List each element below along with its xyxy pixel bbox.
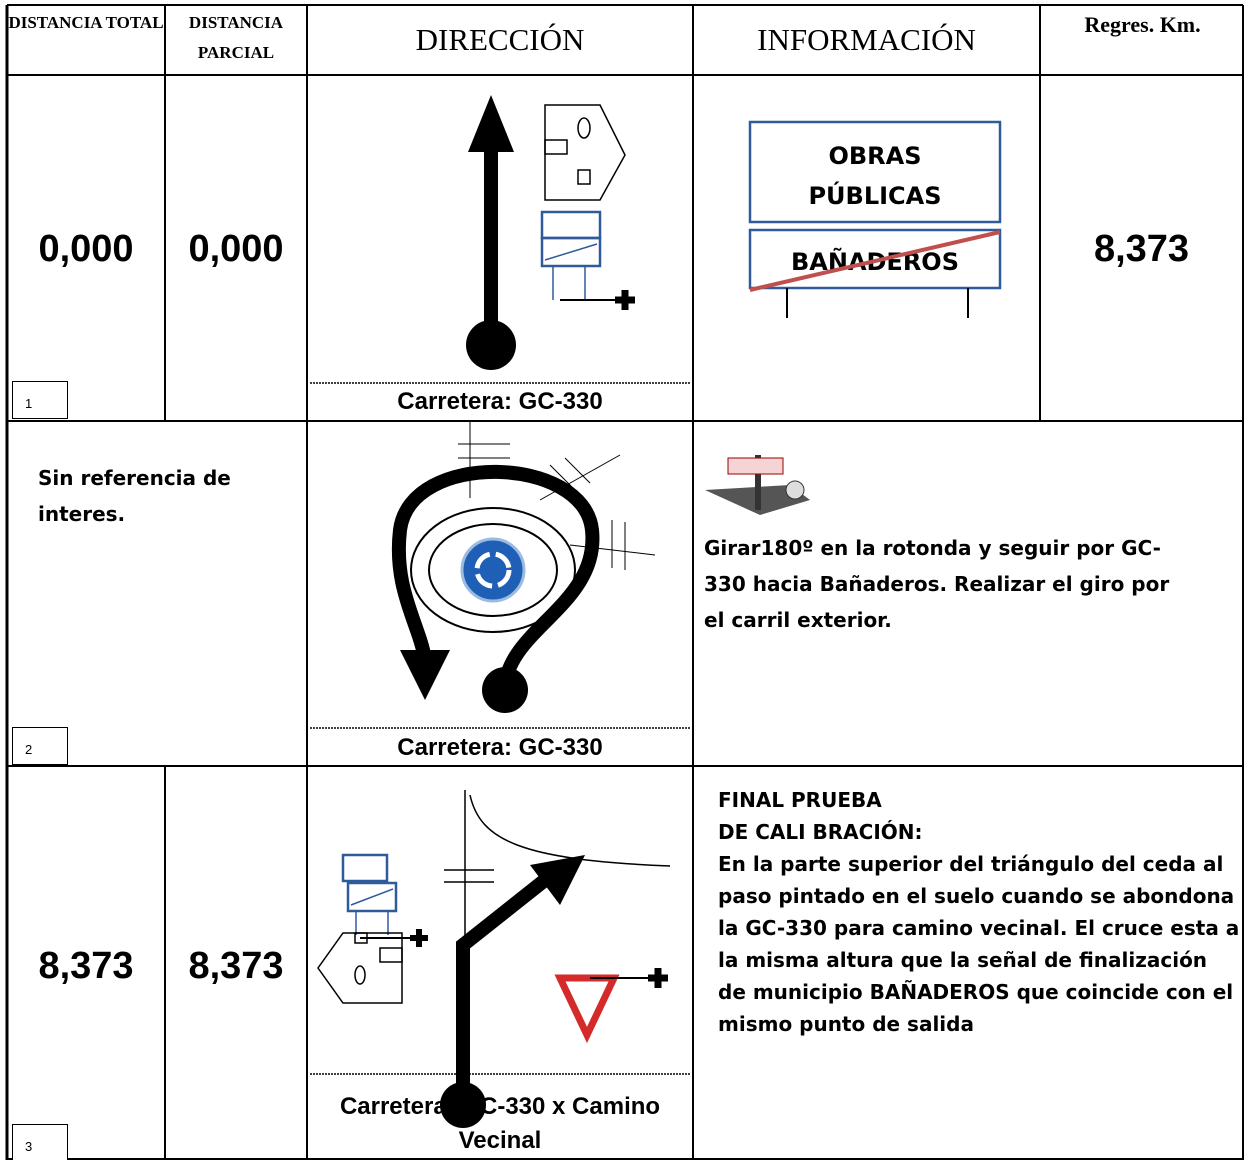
sign-icon: [341, 853, 398, 935]
start-dot: [482, 667, 528, 713]
building-icon: [544, 104, 626, 201]
header-cell: DISTANCIA PARCIAL: [188, 13, 284, 62]
row-number: 3: [12, 1124, 68, 1160]
pointer-cross: [648, 968, 668, 988]
roundabout: [410, 420, 656, 633]
sign-panel: [540, 210, 602, 240]
pointer-cross: [615, 290, 635, 310]
partial-distance: 8,373: [188, 945, 284, 987]
sign-icon: [540, 210, 602, 300]
sign-stroke: [544, 243, 598, 261]
header-cell: DISTANCIA TOTAL: [8, 13, 164, 32]
sign-panel: [540, 236, 602, 268]
building-part: [354, 965, 366, 985]
total-distance: 0,000: [38, 228, 134, 270]
note: Sin referencia de interes.: [38, 466, 231, 526]
arrow-head: [530, 855, 585, 905]
header-cell: INFORMACIÓN: [757, 22, 976, 57]
info-title: DE CALI BRACIÓN:: [718, 820, 923, 844]
straight-arrow: [466, 95, 516, 370]
info-block: FINAL PRUEBA DE CALI BRACIÓN: En la part…: [718, 784, 1240, 1040]
crossing: [444, 869, 494, 883]
ring: [410, 507, 576, 633]
building-part: [544, 139, 568, 155]
remaining-distance: 8,373: [1093, 228, 1190, 270]
start-dot: [466, 320, 516, 370]
road-label: Carretera: GC-330: [397, 734, 603, 761]
arrow-head: [468, 95, 514, 152]
sign-text: OBRAS PÚBLICAS: [750, 136, 1000, 216]
signpost-figure: [705, 455, 810, 515]
roundabout-arrows: [474, 551, 512, 589]
info-text: Girar180º en la rotonda y seguir por GC-…: [704, 536, 1170, 632]
row-number: 2: [12, 727, 68, 765]
partial-distance: 0,000: [188, 228, 284, 270]
road-label: Carretera: GC-330 x Camino Vecinal: [339, 1093, 661, 1154]
sign-line: OBRAS: [828, 142, 922, 170]
ring: [428, 523, 558, 617]
arrow-head: [400, 650, 450, 700]
figure: [785, 480, 805, 500]
crossing: [611, 520, 626, 570]
row-number: 1: [12, 381, 68, 419]
road-edge: [469, 794, 671, 867]
side-road: [539, 454, 621, 501]
total-distance: 8,373: [38, 945, 134, 987]
table-grid: [5, 4, 1244, 1160]
dotted-separators: [310, 382, 690, 1075]
sign-line: PÚBLICAS: [808, 182, 942, 210]
sign-panel: [346, 881, 398, 913]
roundabout-sign: [460, 537, 526, 603]
info-text: En la parte superior del triángulo del c…: [718, 852, 1240, 1036]
info-title: FINAL PRUEBA: [718, 788, 882, 812]
crossed-sign-text: BAÑADEROS: [790, 248, 959, 276]
start-dot: [440, 1082, 486, 1128]
post: [755, 455, 761, 510]
road-label: Carretera: GC-330: [397, 388, 603, 415]
pointer: [560, 290, 635, 310]
yield-sign: [554, 974, 620, 1044]
sign-board: [748, 120, 1002, 224]
building-icon: [317, 932, 403, 1004]
header-cell: Regres. Km.: [1084, 12, 1201, 37]
sign-stroke: [350, 888, 394, 906]
turn-arrow: [391, 464, 600, 691]
sign-panel: [341, 853, 389, 883]
header-cell: DIRECCIÓN: [415, 22, 585, 57]
building-part: [577, 169, 591, 185]
pointer-cross: [410, 929, 428, 947]
crossing: [458, 443, 510, 459]
building: [544, 104, 626, 201]
building-part: [379, 947, 403, 963]
turn-arrow: [456, 874, 550, 1100]
building: [317, 932, 403, 1004]
plates: [727, 457, 784, 475]
building-part: [577, 117, 591, 139]
